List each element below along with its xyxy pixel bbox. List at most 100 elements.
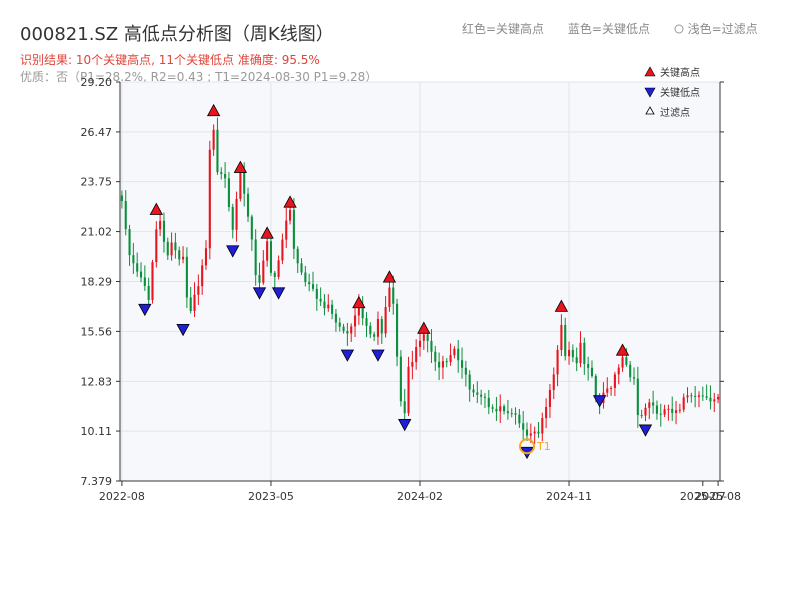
quality-summary: 优质：否（P1=28.2%, R2=0.43 ; T1=2024-08-30 P… (20, 70, 378, 84)
key-high-marker (615, 343, 630, 356)
key-high-marker (382, 270, 397, 283)
candle-body (468, 374, 471, 390)
candle-body (151, 262, 154, 301)
candle (319, 287, 322, 307)
candle-body (315, 288, 318, 299)
y-tick-label: 18.29 (81, 275, 113, 288)
candle-body (464, 367, 467, 375)
y-tick-label: 10.11 (81, 425, 113, 438)
candle-body (147, 285, 150, 301)
candle (575, 347, 578, 372)
candle-body (143, 277, 146, 286)
key-low-marker (252, 287, 267, 300)
candle-body (648, 402, 651, 408)
candle (227, 171, 230, 212)
candle (277, 255, 280, 280)
y-tick-label: 23.75 (81, 176, 113, 189)
candle-body (460, 360, 464, 368)
legend-filtered-icon (645, 106, 655, 115)
candle-body (713, 399, 716, 402)
t1-circle (519, 438, 536, 455)
candle (701, 386, 704, 401)
candle-body (384, 306, 387, 334)
candle (705, 384, 708, 401)
candle (162, 212, 165, 253)
candle-body (579, 342, 582, 364)
candle (399, 350, 402, 407)
candle-body (438, 361, 441, 368)
candle (323, 294, 326, 316)
candle (671, 396, 674, 421)
y-tick-label: 29.20 (81, 76, 113, 89)
candle (201, 259, 204, 295)
legend-filtered-text: 浅色=过滤点 (687, 22, 758, 36)
candle-body (277, 260, 280, 277)
candle (434, 345, 437, 371)
candle-body (533, 431, 536, 434)
candle-body (629, 364, 632, 378)
legend-filtered-caption: 浅色=过滤点 (674, 22, 758, 36)
candle-body (411, 362, 414, 367)
candle (384, 295, 387, 338)
legend-high-label: 关键高点 (660, 66, 700, 79)
candle (552, 367, 555, 400)
candle-body (369, 325, 372, 335)
candle (308, 273, 311, 292)
x-tick-label: 2022-08 (99, 490, 145, 503)
candle-body (682, 397, 685, 410)
key-low-marker (371, 349, 385, 362)
candle-body (621, 357, 624, 368)
candle (457, 340, 460, 373)
candle (269, 233, 273, 276)
candle (208, 140, 211, 260)
candle (697, 391, 701, 408)
candle (315, 283, 318, 311)
candle (147, 277, 150, 305)
candle-body (671, 408, 674, 413)
candle (571, 344, 574, 363)
candle (491, 404, 494, 413)
candle-body (281, 239, 284, 261)
candle-body (403, 401, 406, 414)
candle-body (193, 294, 196, 311)
candle-body (640, 415, 643, 417)
candle (717, 393, 720, 404)
candle (644, 403, 647, 422)
candle-body (331, 304, 334, 314)
candle (648, 398, 651, 420)
candle (480, 389, 483, 405)
candle (655, 400, 658, 420)
candle (273, 270, 276, 288)
x-tick-label: 2023-05 (248, 490, 294, 503)
candle-body (583, 342, 586, 365)
candle-body (201, 265, 204, 287)
candle (510, 408, 513, 418)
candle (403, 388, 406, 422)
key-high-marker (206, 103, 221, 117)
key-high-marker (149, 202, 163, 215)
y-tick-label: 15.56 (81, 325, 113, 338)
candle-body (254, 239, 257, 276)
candle (659, 403, 662, 427)
candle (300, 258, 303, 276)
key-low-marker (271, 287, 286, 300)
key-low-marker (398, 419, 412, 432)
candle (258, 262, 261, 288)
candle (617, 364, 620, 385)
candle (422, 331, 425, 350)
candle (388, 281, 391, 312)
candle-body (717, 396, 720, 400)
candle-body (503, 406, 506, 412)
legend-low-icon (644, 87, 656, 98)
candle (170, 232, 173, 261)
candle-body (480, 394, 483, 397)
chart-title: 000821.SZ 高低点分析图（周K线图） (20, 24, 334, 45)
candle-body (197, 286, 200, 295)
candle (579, 331, 582, 368)
candle (292, 198, 295, 259)
candle (686, 387, 689, 403)
candle (476, 381, 479, 404)
candle (224, 162, 227, 189)
candle-body (472, 389, 475, 393)
